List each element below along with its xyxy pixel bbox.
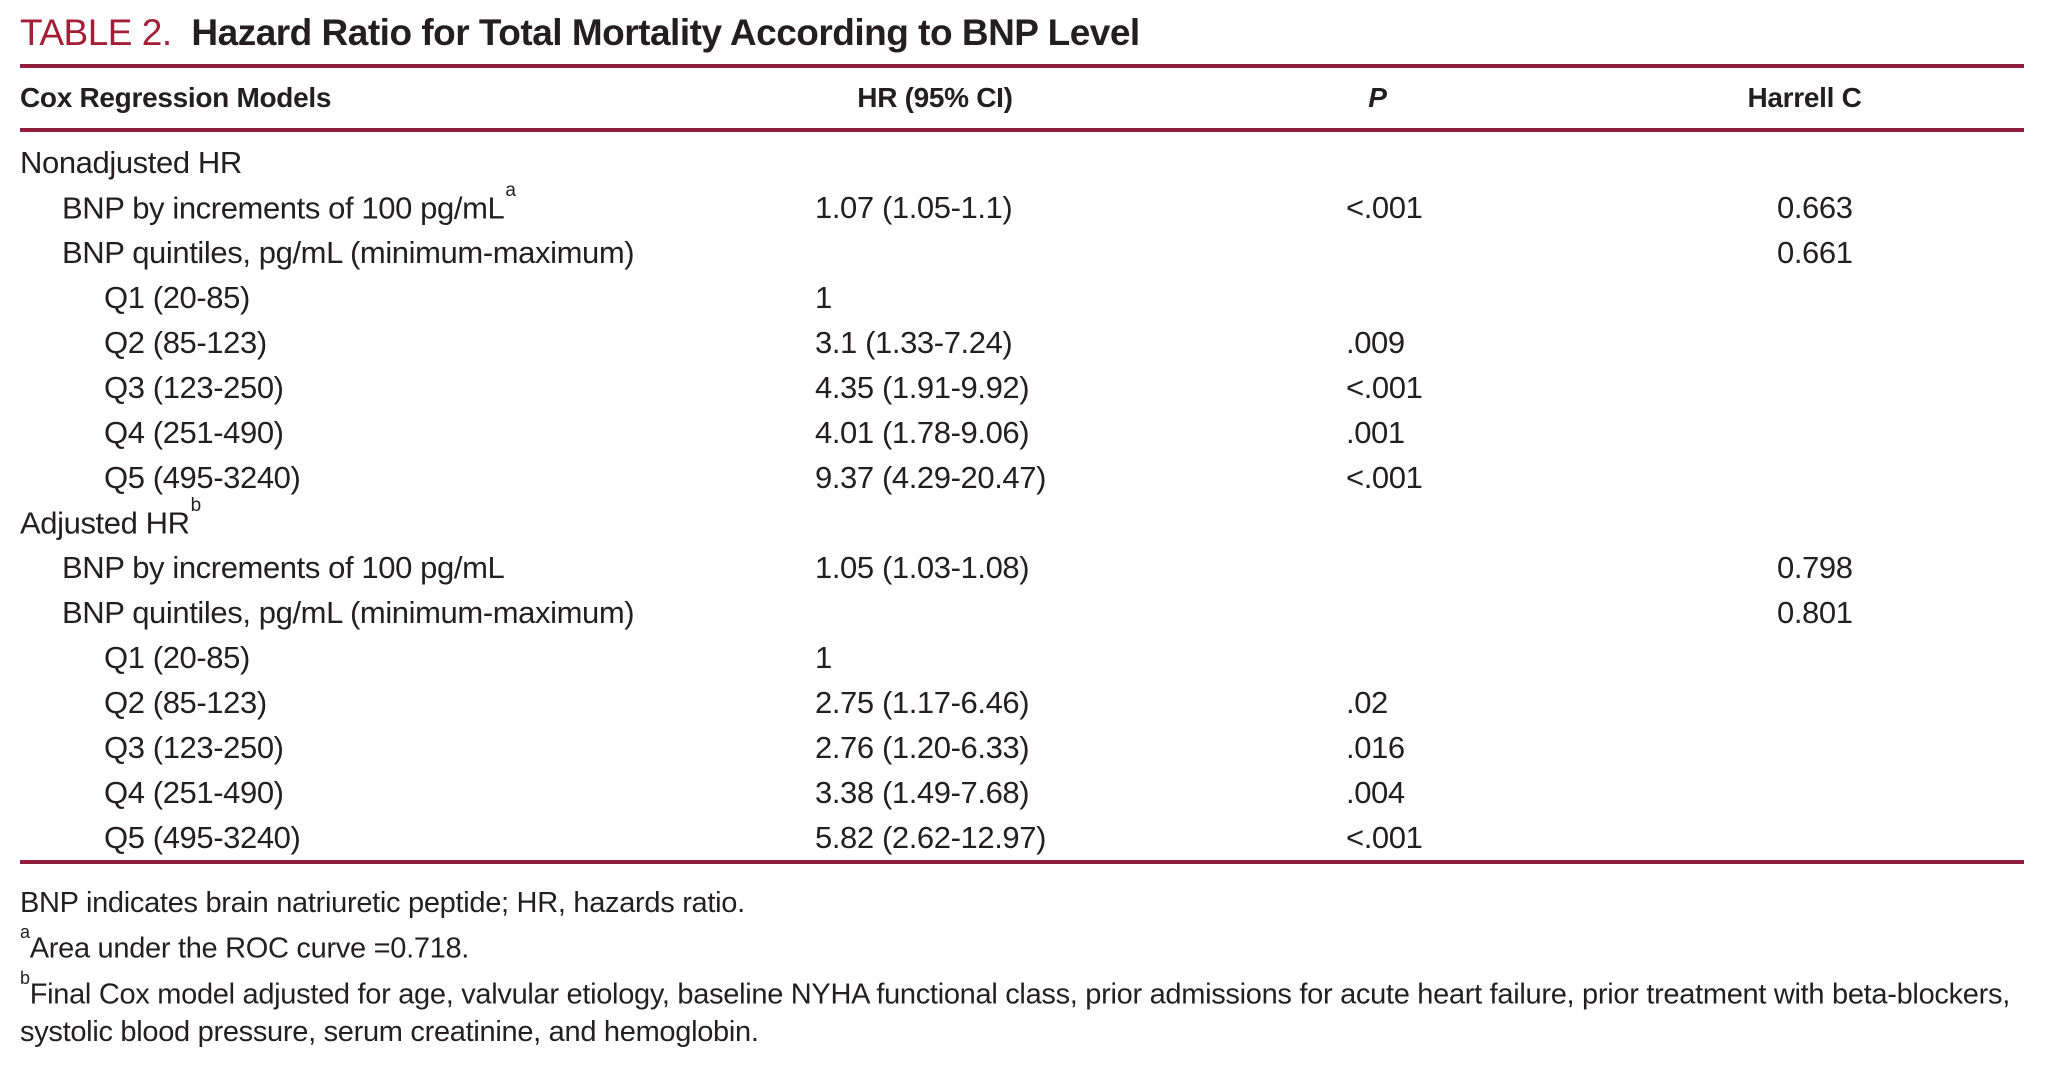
header-row: Cox Regression Models HR (95% CI) P Harr…: [20, 66, 2024, 132]
harrell-c-value: 0.661: [1777, 235, 1853, 270]
hr-ci-value: [700, 230, 1170, 275]
table-footnotes: BNP indicates brain natriuretic peptide;…: [20, 884, 2024, 1051]
table-row: Q2 (85-123) 2.75 (1.17-6.46) .02: [20, 680, 2024, 725]
table-caption: TABLE 2. Hazard Ratio for Total Mortalit…: [20, 10, 2024, 56]
table-row: Nonadjusted HR: [20, 130, 2024, 185]
p-value: [1170, 545, 1585, 590]
harrell-c-value: [1585, 275, 2024, 320]
footnote-marker: b: [190, 494, 202, 516]
column-header-harrell-c: Harrell C: [1585, 66, 2024, 132]
harrell-c-value: [1585, 320, 2024, 365]
hr-ci-value: 3.38 (1.49-7.68): [815, 775, 1030, 810]
table-title: Hazard Ratio for Total Mortality Accordi…: [191, 12, 1140, 53]
harrell-c-value: 0.798: [1777, 550, 1853, 585]
hr-ci-value: 2.76 (1.20-6.33): [815, 730, 1030, 765]
row-label: Q5 (495-3240): [104, 460, 301, 495]
row-label: Q5 (495-3240): [104, 820, 301, 855]
footnote: aArea under the ROC curve =0.718.: [20, 922, 470, 965]
p-value: <.001: [1346, 820, 1423, 855]
table-row: BNP quintiles, pg/mL (minimum-maximum) 0.…: [20, 590, 2024, 635]
p-value: [1170, 500, 1585, 545]
harrell-c-value: [1585, 680, 2024, 725]
table-row: Q4 (251-490) 3.38 (1.49-7.68) .004: [20, 770, 2024, 815]
hr-ci-value: 9.37 (4.29-20.47): [815, 460, 1047, 495]
row-label: BNP quintiles, pg/mL (minimum-maximum): [62, 235, 635, 270]
harrell-c-value: [1585, 365, 2024, 410]
harrell-c-value: [1585, 635, 2024, 680]
table-row: Q3 (123-250) 4.35 (1.91-9.92) <.001: [20, 365, 2024, 410]
hr-ci-value: [700, 130, 1170, 185]
column-header-models: Cox Regression Models: [20, 66, 700, 132]
harrell-c-value: [1585, 500, 2024, 545]
table-label: TABLE 2.: [20, 12, 172, 53]
column-header-hr-ci: HR (95% CI): [700, 66, 1170, 132]
table-row: Q5 (495-3240) 5.82 (2.62-12.97) <.001: [20, 815, 2024, 862]
table-row: Q4 (251-490) 4.01 (1.78-9.06) .001: [20, 410, 2024, 455]
table-row: BNP by increments of 100 pg/mL 1.05 (1.03…: [20, 545, 2024, 590]
footnote-marker: a: [20, 922, 30, 942]
hr-ci-value: 1.07 (1.05-1.1): [815, 190, 1013, 225]
p-value: [1170, 635, 1585, 680]
row-label: BNP quintiles, pg/mL (minimum-maximum): [62, 595, 635, 630]
p-value: .004: [1346, 775, 1405, 810]
table-row: BNP by increments of 100 pg/mLa 1.07 (1.0…: [20, 179, 2024, 230]
hr-ci-value: 5.82 (2.62-12.97): [815, 820, 1047, 855]
hr-ci-value: 4.35 (1.91-9.92): [815, 370, 1030, 405]
harrell-c-value: [1585, 815, 2024, 862]
p-value: <.001: [1346, 190, 1423, 225]
row-label: Adjusted HRb: [20, 494, 201, 541]
row-label: Nonadjusted HR: [20, 145, 242, 180]
harrell-c-value: [1585, 410, 2024, 455]
p-value: [1170, 275, 1585, 320]
p-value: [1170, 130, 1585, 185]
hr-ci-value: 1: [815, 280, 832, 315]
hazard-ratio-table: Cox Regression Models HR (95% CI) P Harr…: [20, 64, 2024, 864]
footnote: BNP indicates brain natriuretic peptide;…: [20, 887, 745, 919]
harrell-c-value: 0.663: [1777, 190, 1853, 225]
table-row: Q1 (20-85) 1: [20, 635, 2024, 680]
hr-ci-value: 3.1 (1.33-7.24): [815, 325, 1013, 360]
harrell-c-value: [1585, 725, 2024, 770]
table-row: Q3 (123-250) 2.76 (1.20-6.33) .016: [20, 725, 2024, 770]
table-body: Nonadjusted HR BNP by increments of 100 p…: [20, 130, 2024, 862]
table-row: Q5 (495-3240) 9.37 (4.29-20.47) <.001: [20, 455, 2024, 500]
hr-ci-value: 1: [815, 640, 832, 675]
p-value: .016: [1346, 730, 1405, 765]
p-value: <.001: [1346, 460, 1423, 495]
p-value: [1170, 230, 1585, 275]
harrell-c-value: [1585, 770, 2024, 815]
row-label: Q4 (251-490): [104, 775, 284, 810]
hr-ci-value: [700, 500, 1170, 545]
row-label: BNP by increments of 100 pg/mL: [62, 550, 505, 585]
hr-ci-value: 4.01 (1.78-9.06): [815, 415, 1030, 450]
harrell-c-value: [1585, 130, 2024, 185]
p-value: .001: [1346, 415, 1405, 450]
hr-ci-value: 2.75 (1.17-6.46): [815, 685, 1030, 720]
hr-ci-value: [700, 590, 1170, 635]
harrell-c-value: [1585, 455, 2024, 500]
row-label: Q3 (123-250): [104, 370, 284, 405]
p-value: [1170, 590, 1585, 635]
table-row: Adjusted HRb: [20, 494, 2024, 545]
table-row: Q2 (85-123) 3.1 (1.33-7.24) .009: [20, 320, 2024, 365]
p-value: .009: [1346, 325, 1405, 360]
row-label: Q3 (123-250): [104, 730, 284, 765]
footnote: bFinal Cox model adjusted for age, valvu…: [20, 967, 2010, 1049]
row-label: Q2 (85-123): [104, 685, 267, 720]
footnote-marker: a: [505, 179, 516, 201]
footnote-marker: b: [20, 967, 30, 988]
column-header-p-value: P: [1170, 66, 1585, 132]
row-label: BNP by increments of 100 pg/mLa: [62, 179, 516, 226]
table-row: BNP quintiles, pg/mL (minimum-maximum) 0.…: [20, 230, 2024, 275]
hr-ci-value: 1.05 (1.03-1.08): [815, 550, 1030, 585]
row-label: Q1 (20-85): [104, 640, 250, 675]
p-value: .02: [1346, 685, 1388, 720]
row-label: Q4 (251-490): [104, 415, 284, 450]
harrell-c-value: 0.801: [1777, 595, 1853, 630]
table-row: Q1 (20-85) 1: [20, 275, 2024, 320]
p-value: <.001: [1346, 370, 1423, 405]
row-label: Q2 (85-123): [104, 325, 267, 360]
row-label: Q1 (20-85): [104, 280, 250, 315]
